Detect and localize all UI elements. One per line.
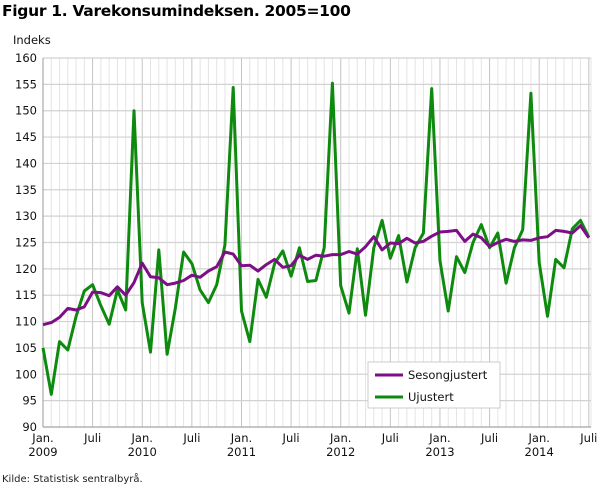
x-tick-year-label: 2011 <box>227 445 256 459</box>
source-note: Kilde: Statistisk sentralbyrå. <box>2 474 143 485</box>
x-tick-label: Juli <box>83 431 101 445</box>
y-tick-label: 125 <box>15 236 37 250</box>
y-tick-label: 95 <box>22 394 37 408</box>
x-tick-label: Jan. <box>31 431 53 445</box>
series-line-ujustert <box>41 81 591 396</box>
x-tick-label: Juli <box>381 431 399 445</box>
x-tick-label: Jan. <box>131 431 153 445</box>
y-tick-label: 105 <box>15 341 37 355</box>
y-tick-label: 135 <box>15 183 37 197</box>
y-tick-label: 155 <box>15 77 37 91</box>
series-line-sesongjustert <box>42 224 591 327</box>
x-tick-label: Jan. <box>230 431 252 445</box>
x-tick-label: Jan. <box>329 431 351 445</box>
x-tick-label: Jan. <box>528 431 550 445</box>
x-tick-label: Juli <box>480 431 498 445</box>
y-tick-label: 145 <box>15 130 37 144</box>
x-tick-year-label: 2010 <box>128 445 157 459</box>
x-tick-year-label: 2013 <box>425 445 454 459</box>
y-axis-label: Indeks <box>13 33 51 47</box>
chart-title: Figur 1. Varekonsumindeksen. 2005=100 <box>2 2 351 20</box>
y-tick-label: 130 <box>15 209 37 223</box>
x-tick-label: Juli <box>282 431 300 445</box>
legend-label-ujustert: Ujustert <box>408 390 454 404</box>
y-tick-label: 90 <box>22 420 37 434</box>
x-tick-label: Juli <box>579 431 597 445</box>
y-tick-label: 160 <box>15 51 37 65</box>
x-tick-label: Juli <box>182 431 200 445</box>
y-tick-label: 110 <box>15 315 37 329</box>
y-tick-label: 120 <box>15 262 37 276</box>
legend: Sesongjustert Ujustert <box>367 361 501 409</box>
x-tick-year-label: 2009 <box>28 445 57 459</box>
x-tick-year-label: 2012 <box>326 445 355 459</box>
y-tick-label: 100 <box>15 367 37 381</box>
x-tick-label: Jan. <box>428 431 450 445</box>
y-tick-label: 150 <box>15 104 37 118</box>
legend-label-sesongjustert: Sesongjustert <box>408 368 488 382</box>
y-tick-label: 140 <box>15 156 37 170</box>
x-tick-year-label: 2014 <box>525 445 554 459</box>
y-tick-label: 115 <box>15 288 37 302</box>
